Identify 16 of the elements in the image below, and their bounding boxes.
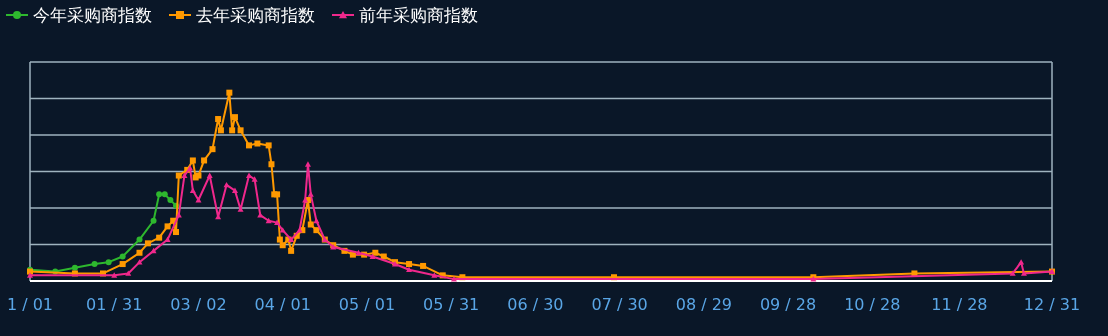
x-tick-label: 11 / 28 — [931, 295, 988, 314]
x-tick-label: 12 / 31 — [1023, 295, 1081, 314]
x-tick-label: 01 / 31 — [86, 295, 143, 314]
x-tick-label: 05 / 01 — [338, 295, 396, 314]
x-tick-label: 09 / 28 — [759, 295, 817, 314]
x-tick-label: 07 / 30 — [591, 295, 648, 314]
x-tick-label: 03 / 02 — [170, 295, 227, 314]
x-tick-label: 04 / 01 — [254, 295, 311, 314]
x-tick-label: 05 / 31 — [423, 295, 480, 314]
x-tick-label: 10 / 28 — [844, 295, 901, 314]
legend-label: 去年采购商指数 — [196, 5, 315, 25]
x-tick-label: 08 / 29 — [675, 295, 732, 314]
legend-label: 前年采购商指数 — [359, 5, 478, 25]
x-tick-label: 06 / 30 — [507, 295, 564, 314]
x-tick-label: 1 / 01 — [6, 295, 54, 314]
legend-label: 今年采购商指数 — [33, 5, 152, 25]
